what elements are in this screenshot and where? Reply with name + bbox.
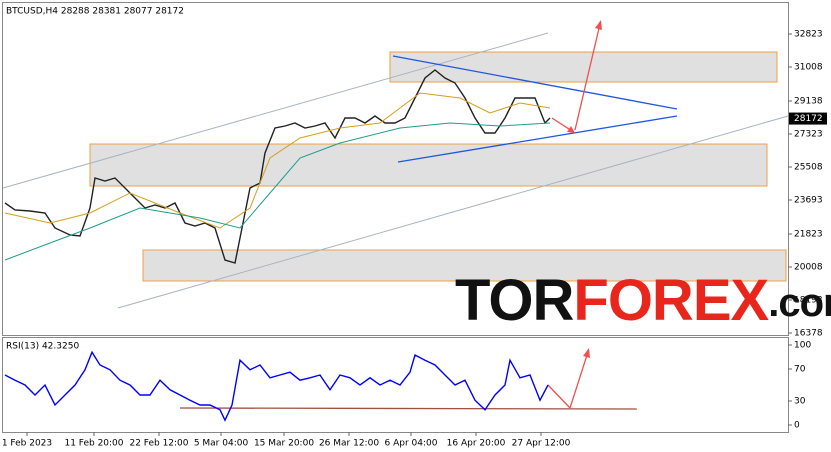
y-tick-label: 31008 xyxy=(794,63,823,73)
watermark-part: FOREX xyxy=(573,268,769,333)
annotations xyxy=(2,20,789,410)
y-tick-label: 32823 xyxy=(794,30,823,40)
x-tick-label: 27 Apr 12:00 xyxy=(512,439,571,449)
x-tick-label: 26 Mar 12:00 xyxy=(319,439,379,449)
arrow xyxy=(569,351,589,409)
marks: 16378 18193 20008 21823 23693 25508 27323 29138… xyxy=(2,30,827,449)
y-tick-label: 23693 xyxy=(794,196,823,206)
x-tick-label: 1 Feb 2023 xyxy=(2,439,52,449)
price-label: 28172 xyxy=(794,114,823,124)
watermark: TORFOREX.com xyxy=(455,268,831,333)
price-label-box xyxy=(789,112,827,125)
arrow-head xyxy=(567,126,575,133)
trend-line xyxy=(397,115,678,163)
y-tick-label: 27323 xyxy=(794,130,823,140)
arrow-head xyxy=(583,348,590,358)
channel-line xyxy=(117,115,789,309)
watermark-part: .com xyxy=(768,281,831,325)
x-tick-label: 22 Feb 12:00 xyxy=(129,439,188,449)
series-line xyxy=(4,69,551,264)
watermark-part: TOR xyxy=(455,268,573,333)
zone xyxy=(142,249,787,282)
y-tick-label: 100 xyxy=(794,341,811,351)
y-tick-label: 70 xyxy=(794,365,806,375)
channel-line xyxy=(2,32,549,189)
y-tick-label: 20008 xyxy=(794,263,823,273)
x-tick-label: 16 Apr 20:00 xyxy=(447,439,506,449)
x-tick-label: 6 Apr 04:00 xyxy=(385,439,438,449)
series-line xyxy=(4,122,551,261)
y-tick-label: 21823 xyxy=(794,230,823,240)
trend-line xyxy=(179,407,638,410)
trend-line xyxy=(392,55,678,110)
zone xyxy=(89,143,768,187)
x-tick-label: 11 Feb 20:00 xyxy=(64,439,123,449)
y-tick-label: 18193 xyxy=(794,296,823,306)
arrow xyxy=(574,23,601,131)
y-tick-label: 29138 xyxy=(794,97,823,107)
y-tick-label: 0 xyxy=(794,421,800,431)
y-tick-label: 16378 xyxy=(794,329,823,339)
y-tick-label: 30 xyxy=(794,397,806,407)
zone xyxy=(389,51,778,83)
rsi-title: RSI(13) 42.3250 xyxy=(6,342,79,352)
series-line xyxy=(4,350,549,422)
x-tick-label: 5 Mar 04:00 xyxy=(194,439,249,449)
x-tick-label: 15 Mar 20:00 xyxy=(254,439,314,449)
series-line xyxy=(4,92,551,229)
y-tick-label: 25508 xyxy=(794,163,823,173)
arrow xyxy=(547,384,571,409)
arrow-head xyxy=(595,20,602,30)
price-panel xyxy=(2,2,789,336)
chart-title: BTCUSD,H4 28288 28381 28077 28172 xyxy=(6,7,184,17)
rsi-panel xyxy=(2,337,789,433)
